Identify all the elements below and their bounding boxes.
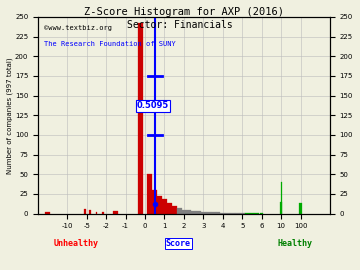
Bar	[196, 211, 201, 214]
Bar	[211, 212, 216, 214]
Bar	[249, 213, 255, 214]
Bar	[206, 212, 211, 214]
Text: Healthy: Healthy	[277, 239, 312, 248]
Bar	[186, 210, 191, 214]
Bar	[225, 213, 230, 214]
Bar	[280, 182, 282, 214]
Bar	[216, 212, 220, 214]
Bar	[230, 213, 235, 214]
Bar	[96, 212, 97, 214]
Bar	[177, 208, 181, 214]
Text: 0.5095: 0.5095	[137, 101, 169, 110]
Text: Sector: Financials: Sector: Financials	[127, 20, 233, 30]
Bar	[220, 213, 225, 214]
Bar	[235, 213, 240, 214]
Bar	[157, 196, 162, 214]
Text: The Research Foundation of SUNY: The Research Foundation of SUNY	[44, 40, 176, 46]
Text: Score: Score	[166, 239, 190, 248]
Bar	[191, 211, 196, 214]
Bar	[162, 199, 167, 214]
Bar	[240, 213, 245, 214]
Bar	[102, 212, 104, 214]
Bar	[280, 202, 282, 214]
Title: Z-Score Histogram for AXP (2016): Z-Score Histogram for AXP (2016)	[84, 7, 284, 17]
Y-axis label: Number of companies (997 total): Number of companies (997 total)	[7, 57, 13, 174]
Bar	[172, 206, 177, 214]
Bar	[245, 213, 249, 214]
Bar	[167, 202, 172, 214]
Bar	[89, 210, 91, 214]
Bar	[84, 209, 86, 214]
Bar	[181, 210, 186, 214]
Text: ©www.textbiz.org: ©www.textbiz.org	[44, 25, 112, 31]
Text: Unhealthy: Unhealthy	[54, 239, 99, 248]
Bar	[138, 23, 143, 214]
Bar	[45, 212, 50, 214]
Bar	[201, 212, 206, 214]
Bar	[148, 174, 152, 214]
Bar	[255, 213, 259, 214]
Bar	[152, 190, 157, 214]
Bar	[260, 213, 263, 214]
Bar	[300, 203, 302, 214]
Bar	[113, 211, 118, 214]
